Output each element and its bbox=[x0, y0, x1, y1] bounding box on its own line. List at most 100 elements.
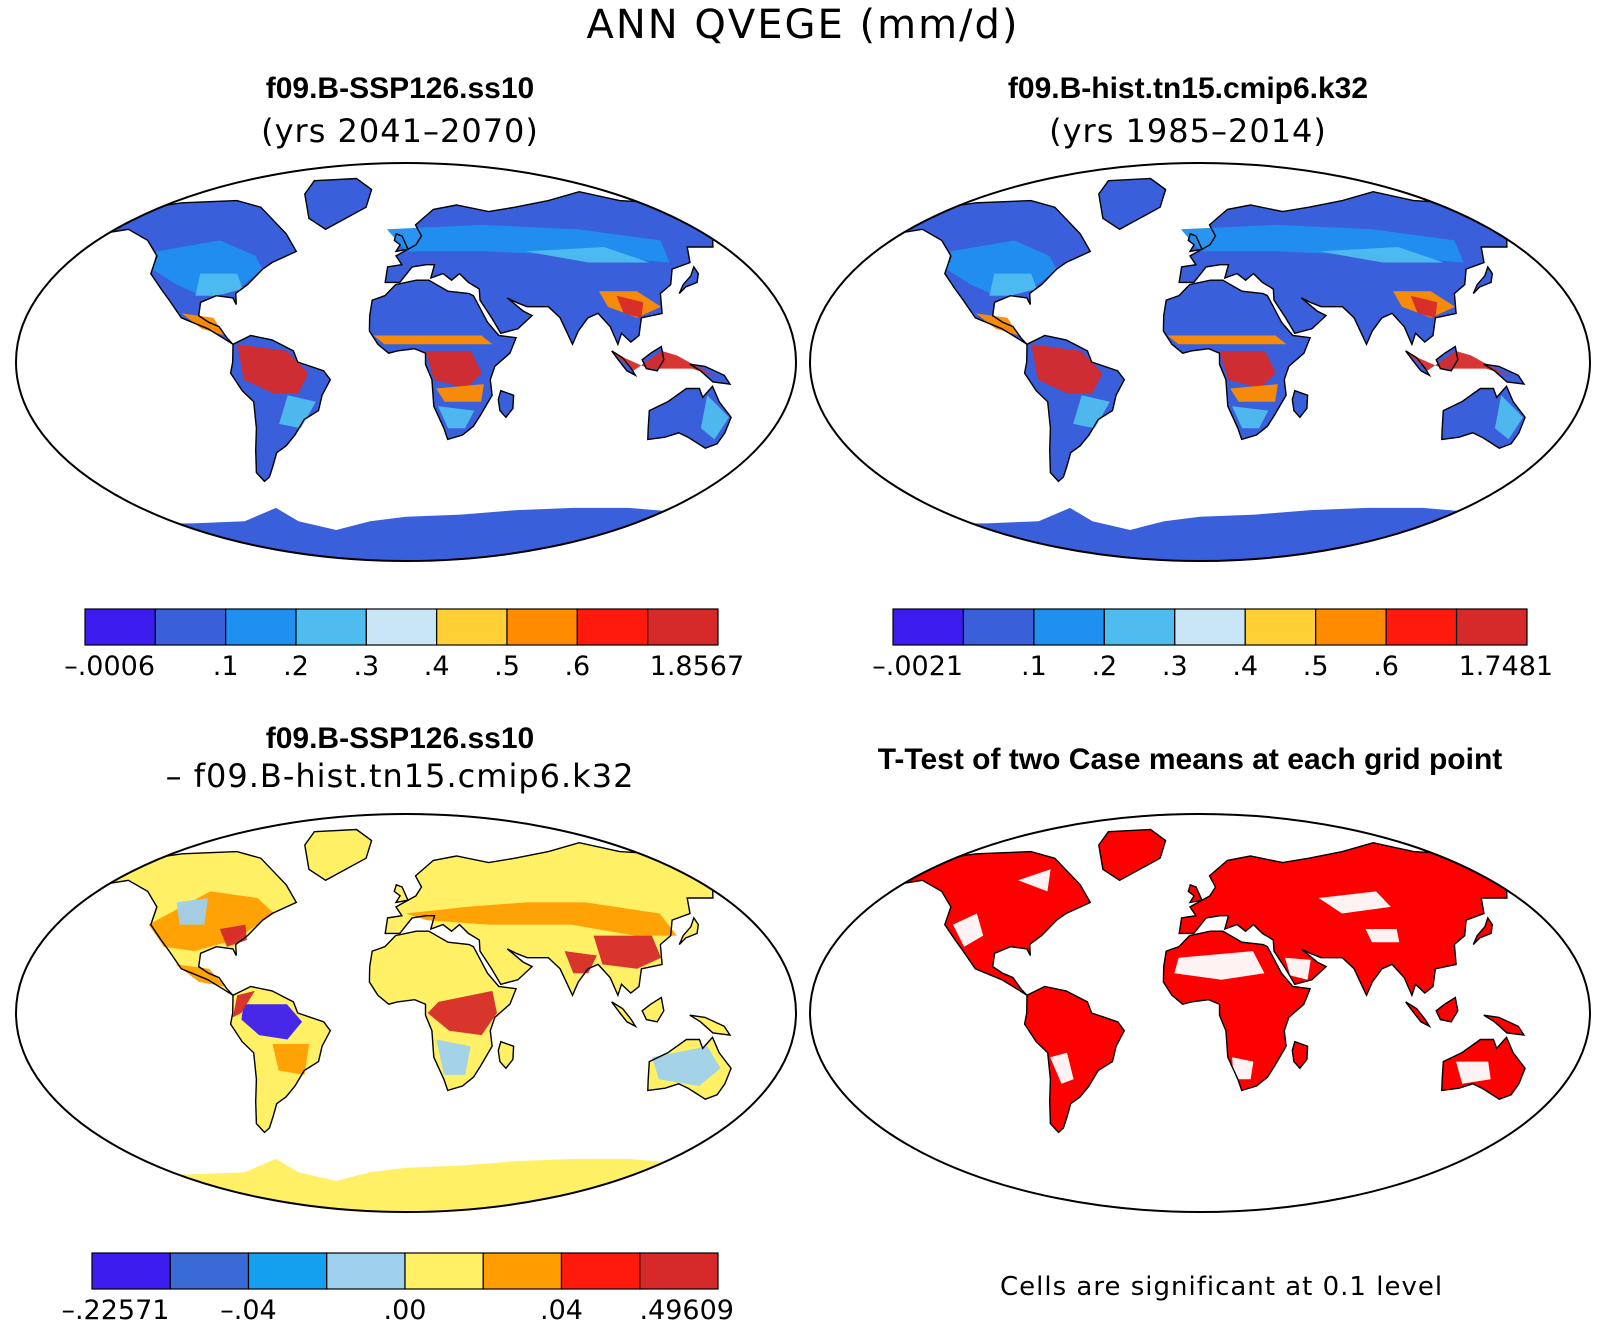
landmass-uk bbox=[1188, 884, 1202, 903]
coastline bbox=[1435, 345, 1459, 372]
field-region bbox=[176, 898, 208, 925]
landmass-japan bbox=[679, 917, 699, 945]
field-region bbox=[237, 344, 309, 393]
coastline bbox=[678, 265, 700, 294]
panel-2-title: f09.B-hist.tn15.cmip6.k32 bbox=[1007, 72, 1369, 105]
coastline bbox=[229, 985, 332, 1134]
coastline bbox=[1187, 232, 1204, 253]
colorbar-tick-label: –.0006 bbox=[64, 651, 155, 682]
field-region bbox=[232, 990, 255, 1018]
coastline bbox=[689, 1014, 732, 1036]
landmass-greenland bbox=[304, 178, 372, 230]
coastline bbox=[92, 850, 298, 996]
field-region bbox=[593, 935, 661, 969]
colorbar-swatch bbox=[91, 1252, 171, 1290]
colorbar-difference: –.22571 –.04 .00 .04 .49609 bbox=[61, 1252, 734, 1323]
map-ttest-significance bbox=[809, 813, 1591, 1213]
landmass-japan bbox=[679, 266, 699, 294]
coastline bbox=[1162, 930, 1312, 1092]
colorbar-swatch bbox=[1244, 608, 1317, 646]
colorbar-swatch bbox=[295, 608, 367, 646]
coastline bbox=[1435, 996, 1459, 1023]
colorbar-swatch bbox=[247, 1252, 328, 1290]
field-region bbox=[1232, 406, 1269, 429]
field-region bbox=[613, 350, 720, 378]
colorbar-ssp126-mean: –.0006 .1 .2 .3 .4 .5 .6 1.8567 bbox=[64, 608, 744, 682]
colorbar-tick-label: .1 bbox=[213, 651, 239, 682]
field-region bbox=[989, 273, 1037, 296]
field-region bbox=[975, 313, 1019, 336]
landmass-newguinea bbox=[689, 1015, 730, 1036]
field-region bbox=[1050, 1052, 1074, 1084]
colorbar-swatch bbox=[154, 608, 227, 646]
colorbar-tick-label: .6 bbox=[1373, 651, 1399, 682]
field-region bbox=[1018, 869, 1051, 892]
coastline bbox=[641, 345, 665, 372]
coastline bbox=[1441, 1036, 1526, 1100]
field-region bbox=[148, 891, 275, 952]
colorbar-swatch bbox=[892, 608, 965, 646]
landmass-madagascar bbox=[498, 1041, 514, 1069]
landmass-greenland bbox=[304, 829, 372, 881]
ttest-footnote: Cells are significant at 0.1 level bbox=[1000, 1272, 1444, 1302]
field-region bbox=[241, 1004, 303, 1040]
colorbar-swatch bbox=[506, 608, 578, 646]
field-region bbox=[1219, 350, 1276, 389]
coastline bbox=[611, 350, 638, 378]
colorbar-swatch bbox=[1315, 608, 1387, 646]
coastline bbox=[1098, 828, 1167, 882]
colorbar-tick-label: –.22571 bbox=[61, 1295, 169, 1323]
field-region bbox=[1073, 395, 1110, 429]
field-region bbox=[525, 247, 650, 263]
field-region bbox=[1232, 1057, 1254, 1080]
landmass-japan bbox=[1473, 917, 1493, 945]
coastline bbox=[647, 1036, 732, 1100]
field-region bbox=[436, 1039, 471, 1075]
coastline bbox=[1178, 841, 1539, 998]
map-frame bbox=[15, 162, 797, 562]
coastline bbox=[1178, 190, 1539, 347]
colorbar-swatch bbox=[436, 608, 508, 646]
field-region bbox=[181, 313, 225, 336]
coastline bbox=[393, 883, 410, 904]
landmass-eurasia bbox=[1179, 842, 1538, 996]
coastline bbox=[886, 850, 1092, 996]
landmass-borneo bbox=[642, 997, 664, 1022]
coastline bbox=[368, 279, 518, 441]
coastline bbox=[1291, 1040, 1309, 1070]
colorbar-swatch bbox=[1033, 608, 1105, 646]
map-frame bbox=[809, 162, 1591, 562]
landmass-greenland bbox=[1098, 178, 1166, 230]
coastline bbox=[1162, 279, 1312, 441]
colorbar-tick-label: .04 bbox=[540, 1295, 583, 1323]
coastline bbox=[1472, 916, 1494, 945]
coastline bbox=[611, 1001, 638, 1029]
coastline bbox=[1441, 385, 1526, 449]
colorbar-tick-label: 1.7481 bbox=[1459, 651, 1553, 682]
landmass-newguinea bbox=[1483, 1015, 1524, 1036]
colorbar-tick-label: .1 bbox=[1021, 651, 1047, 682]
colorbar-tick-label: .2 bbox=[1091, 651, 1117, 682]
coastline bbox=[393, 232, 410, 253]
landmass-sumatra bbox=[1405, 350, 1430, 376]
coastline bbox=[497, 389, 515, 419]
colorbar-swatch bbox=[84, 608, 156, 646]
coastline bbox=[497, 1040, 515, 1070]
colorbar-tick-label: .00 bbox=[384, 1295, 427, 1323]
coastline bbox=[1405, 1001, 1432, 1029]
colorbar-swatch bbox=[1103, 608, 1176, 646]
field-region bbox=[1407, 350, 1514, 378]
coastline bbox=[1098, 177, 1167, 231]
colorbar-swatch bbox=[404, 1252, 484, 1290]
field-region bbox=[1410, 295, 1438, 318]
coastline bbox=[304, 828, 373, 882]
panel-3-subtitle: – f09.B-hist.tn15.cmip6.k32 bbox=[165, 757, 635, 795]
colorbar-tick-label: .6 bbox=[564, 651, 590, 682]
colorbar-swatch bbox=[482, 1252, 563, 1290]
field-region bbox=[1365, 929, 1400, 943]
field-region bbox=[1318, 891, 1391, 914]
coastline bbox=[1483, 1014, 1526, 1036]
field-region bbox=[616, 295, 644, 318]
field-region bbox=[1456, 1061, 1491, 1084]
landmass-sumatra bbox=[611, 350, 636, 376]
